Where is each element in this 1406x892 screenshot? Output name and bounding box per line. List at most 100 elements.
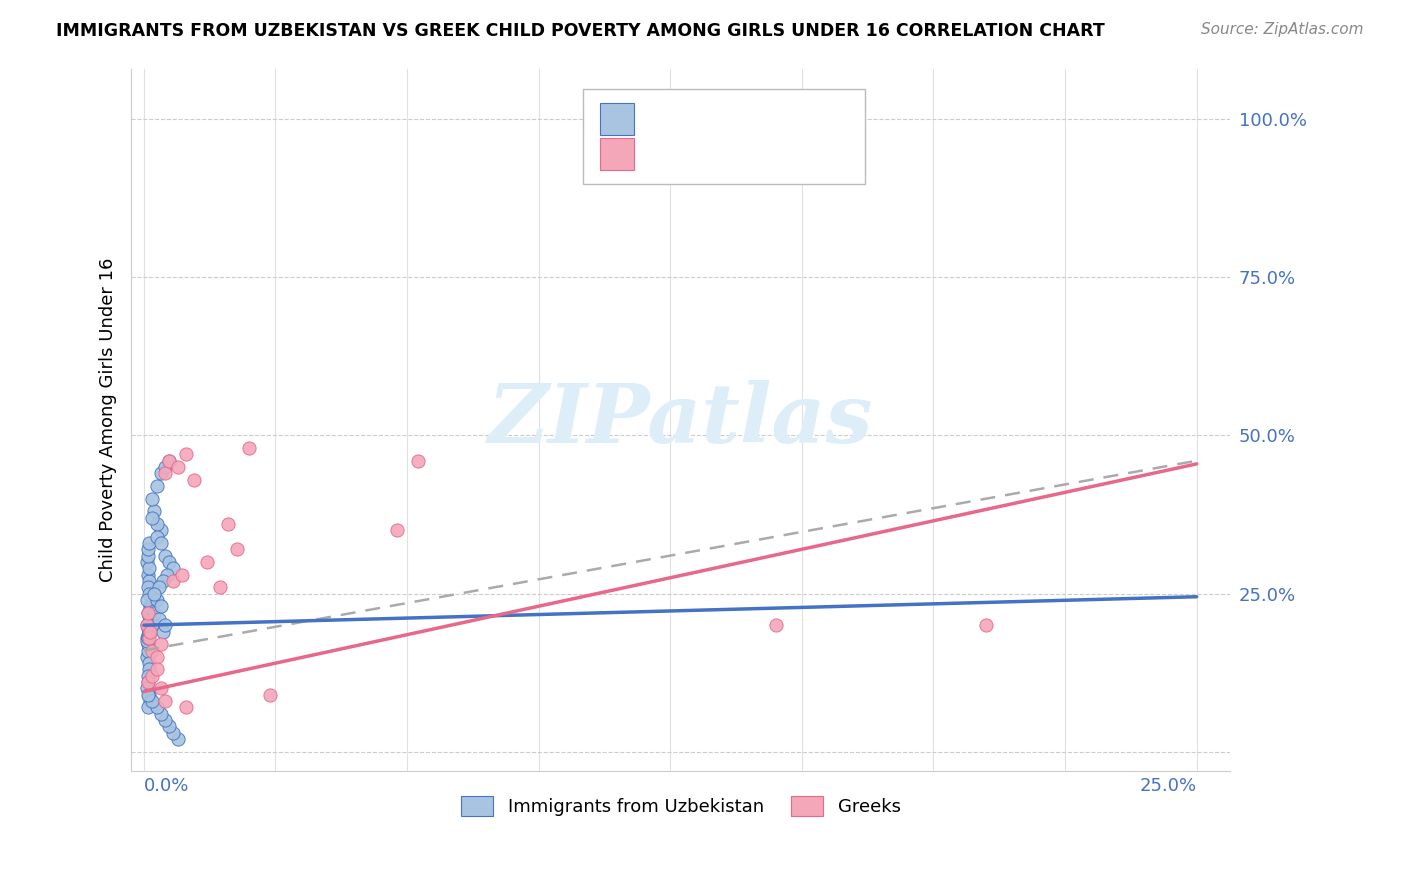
Text: 30: 30 [785,145,810,163]
Point [157,454,180,468]
Point [136,700,159,714]
Text: N =: N = [735,145,787,163]
Text: ZIPatlas: ZIPatlas [488,380,873,459]
Point [149,524,172,538]
Point [136,675,159,690]
Point [138,624,160,639]
Point [166,460,188,475]
Point [153,460,176,475]
Point [157,719,180,733]
Text: Source: ZipAtlas.com: Source: ZipAtlas.com [1201,22,1364,37]
Point [149,536,172,550]
Point [141,643,163,657]
Point [238,441,260,455]
Point [156,567,179,582]
Point [141,669,163,683]
Point [145,649,167,664]
Point [138,615,160,629]
Text: R =: R = [644,145,683,163]
Point [225,542,247,557]
Point [139,599,162,614]
Point [208,580,231,594]
Point [136,606,159,620]
Point [136,628,159,642]
Point [183,473,205,487]
Point [149,681,172,696]
Point [138,586,160,600]
Point [136,621,159,635]
Point [157,454,180,468]
Point [136,567,159,582]
Text: 73: 73 [785,110,810,128]
Point [217,516,239,531]
Point [136,649,159,664]
Point [149,637,172,651]
Text: IMMIGRANTS FROM UZBEKISTAN VS GREEK CHILD POVERTY AMONG GIRLS UNDER 16 CORRELATI: IMMIGRANTS FROM UZBEKISTAN VS GREEK CHIL… [56,22,1105,40]
Point [141,593,163,607]
Point [141,510,163,524]
Point [974,618,997,632]
Point [139,624,162,639]
Point [139,694,162,708]
Point [138,606,160,620]
Point [149,467,172,481]
Text: 0.341: 0.341 [686,145,742,163]
Point [152,574,174,588]
Point [141,618,163,632]
Point [145,530,167,544]
Point [765,618,787,632]
Point [136,555,159,569]
Point [162,725,184,739]
Point [145,593,167,607]
Text: 0.096: 0.096 [686,110,742,128]
Point [174,700,197,714]
Point [136,618,159,632]
Point [153,549,176,563]
Point [195,555,218,569]
Point [139,602,162,616]
Point [157,555,180,569]
Point [141,694,163,708]
Point [136,631,159,645]
Point [136,593,159,607]
Point [136,675,159,690]
Point [138,631,160,645]
Point [153,467,176,481]
Point [153,694,176,708]
Point [141,491,163,506]
Point [136,542,159,557]
Point [136,637,159,651]
Point [136,606,159,620]
Text: R =: R = [644,110,683,128]
Point [153,618,176,632]
Point [166,732,188,747]
Point [145,516,167,531]
Point [149,599,172,614]
Text: 25.0%: 25.0% [1139,777,1197,795]
Point [138,574,160,588]
Point [136,618,159,632]
Text: 0.0%: 0.0% [143,777,190,795]
Point [149,706,172,721]
Point [136,669,159,683]
Point [136,631,159,645]
Y-axis label: Child Poverty Among Girls Under 16: Child Poverty Among Girls Under 16 [100,258,117,582]
Point [153,713,176,727]
Point [174,447,197,461]
Point [162,561,184,575]
Point [136,688,159,702]
Point [141,580,163,594]
Point [141,612,163,626]
Point [138,536,160,550]
Point [259,688,281,702]
Point [136,681,159,696]
Text: N =: N = [735,110,787,128]
Point [162,574,184,588]
Point [145,663,167,677]
Point [145,479,167,493]
Point [145,700,167,714]
Point [136,634,159,648]
Point [138,663,160,677]
Point [139,586,162,600]
Point [136,549,159,563]
